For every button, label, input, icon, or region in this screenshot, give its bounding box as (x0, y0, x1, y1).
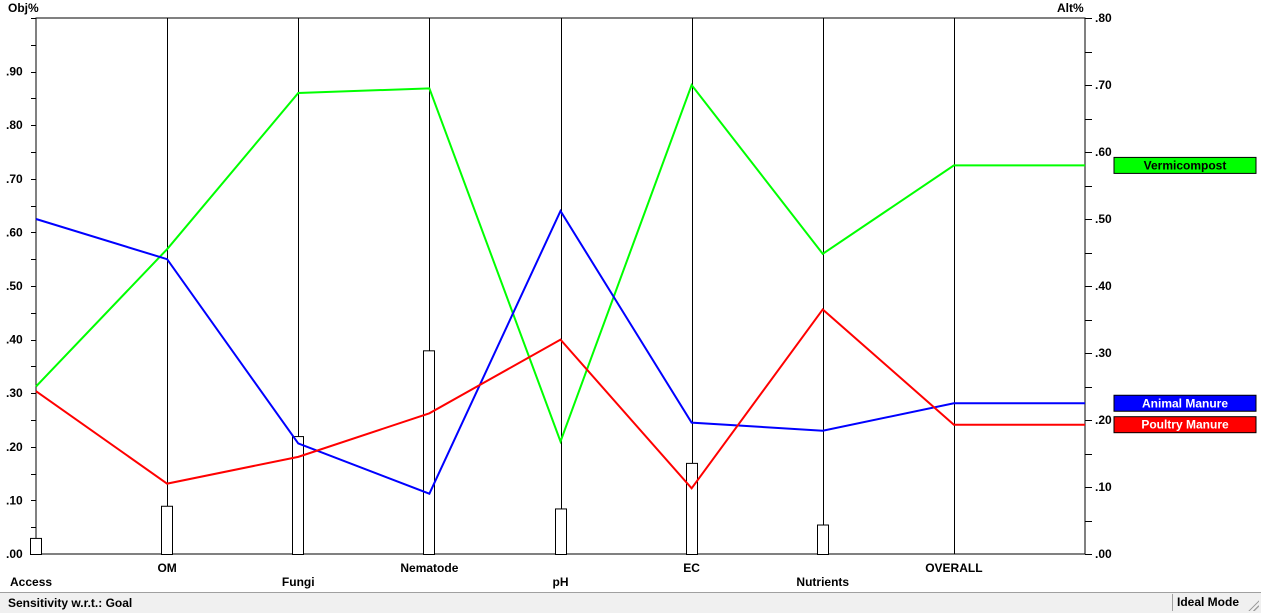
left-tick-label: .50 (6, 279, 23, 293)
category-label: Fungi (282, 575, 315, 589)
objective-weight-bar (686, 462, 698, 556)
mode-indicator[interactable]: Ideal Mode (1171, 594, 1243, 611)
category-label: Nematode (400, 561, 458, 575)
sensitivity-label: Sensitivity w.r.t.: Goal (8, 596, 133, 610)
right-tick-label: .50 (1095, 212, 1112, 226)
right-tick-label: .80 (1095, 11, 1112, 25)
left-tick-label: .60 (6, 225, 23, 239)
left-tick-label: .40 (6, 333, 23, 347)
right-tick-label: .00 (1095, 547, 1112, 561)
legend-swatch (1113, 416, 1257, 434)
series-line (35, 208, 1085, 495)
right-axis-label: Alt% (1057, 1, 1084, 15)
series-line (35, 307, 1085, 490)
series-line (35, 82, 1085, 445)
category-label: EC (683, 561, 700, 575)
left-tick-label: .20 (6, 440, 23, 454)
right-tick-label: .40 (1095, 279, 1112, 293)
legend-label: Vermicompost (1144, 158, 1227, 172)
plot-frame (35, 17, 1086, 555)
category-label: Access (10, 575, 52, 589)
left-tick-label: .00 (6, 547, 23, 561)
status-bar: Sensitivity w.r.t.: Goal Ideal Mode (0, 592, 1261, 613)
category-label: Nutrients (796, 575, 849, 589)
left-tick-label: .70 (6, 172, 23, 186)
objective-weight-bar (292, 436, 304, 555)
left-tick-label: .90 (6, 65, 23, 79)
legend-label: Animal Manure (1142, 396, 1228, 410)
objective-weight-bar (423, 350, 435, 555)
legend-swatch (1113, 156, 1257, 174)
left-axis-label: Obj% (8, 1, 39, 15)
sensitivity-chart: .00 .10 .20 .30 .40 .50 .60 .70 .80 .90 Obj% .00 .10… (6, 1, 1257, 589)
right-tick-label: .70 (1095, 78, 1112, 92)
category-label: pH (553, 575, 569, 589)
left-tick-label: .10 (6, 493, 23, 507)
legend-label: Poultry Manure (1141, 418, 1229, 432)
objective-weight-bar (161, 505, 173, 556)
right-tick-label: .20 (1095, 413, 1112, 427)
resize-grip-icon[interactable] (1247, 599, 1259, 611)
right-tick-label: .60 (1095, 145, 1112, 159)
category-label: OM (157, 561, 176, 575)
left-tick-label: .30 (6, 386, 23, 400)
right-tick-label: .30 (1095, 346, 1112, 360)
left-tick-label: .80 (6, 118, 23, 132)
category-label: OVERALL (925, 561, 982, 575)
objective-weight-bar (817, 524, 829, 556)
objective-weight-bar (555, 508, 567, 556)
objective-weight-bar (30, 537, 42, 555)
right-tick-label: .10 (1095, 480, 1112, 494)
legend-swatch (1113, 394, 1257, 412)
